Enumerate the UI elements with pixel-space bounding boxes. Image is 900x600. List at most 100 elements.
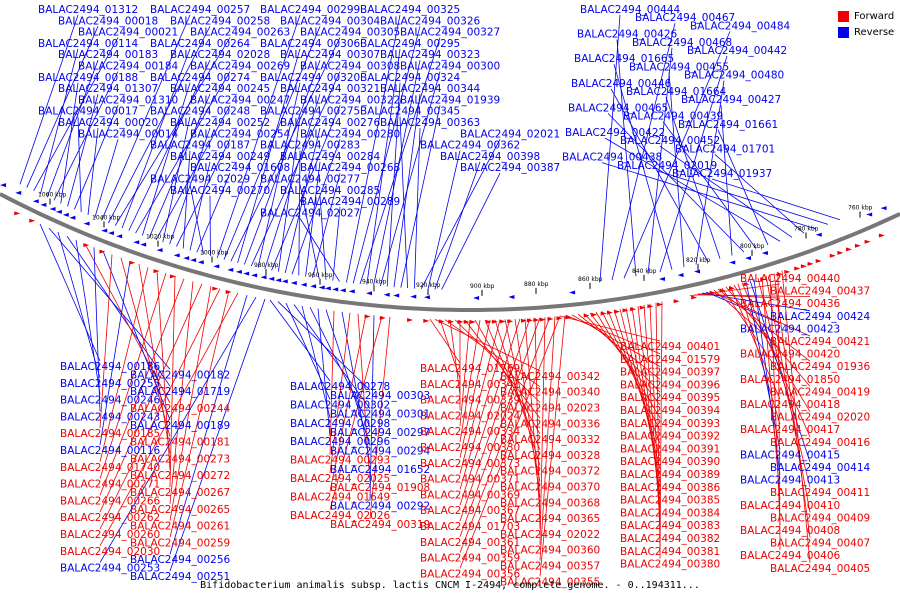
gene-label: BALAC2494_00295: [360, 38, 460, 50]
gene-label: BALAC2494_00455: [629, 61, 729, 73]
gene-leader: [169, 294, 248, 555]
gene-leader: [749, 280, 811, 463]
reverse-gene-arrow: [268, 276, 275, 281]
gene-leader: [420, 139, 501, 290]
gene-label: BALAC2494_02028: [170, 49, 270, 61]
gene-label: BALAC2494_00439: [623, 111, 723, 123]
reverse-gene-arrow: [880, 206, 887, 211]
gene-label: BALAC2494_00480: [684, 70, 784, 82]
gene-leader: [459, 319, 471, 427]
gene-leader: [299, 184, 320, 279]
gene-label: BALAC2494_01307: [58, 83, 158, 95]
gene-label: BALAC2494_00467: [635, 12, 735, 24]
gene-label: BALAC2494_00365: [500, 513, 600, 525]
gene-label: BALAC2494_00325: [360, 4, 460, 16]
reverse-gene-arrow: [815, 232, 822, 237]
gene-label: BALAC2494_00334: [420, 426, 521, 438]
gene-label: BALAC2494_00021: [78, 27, 178, 39]
gene-leader: [745, 281, 781, 450]
reverse-gene-arrow: [383, 292, 390, 297]
gene-label: BALAC2494_00389: [620, 469, 720, 481]
forward-gene-arrow: [129, 260, 136, 265]
gene-leader: [369, 315, 375, 501]
gene-label: BALAC2494_00262: [60, 512, 160, 524]
gene-label: BALAC2494_00357: [500, 561, 600, 573]
forward-gene-arrow: [469, 319, 476, 324]
forward-gene-arrow: [379, 315, 386, 320]
scale-tick-label: 980 kbp: [254, 262, 279, 269]
gene-label: BALAC2494_01769: [420, 363, 520, 375]
gene-leader: [237, 48, 301, 264]
gene-leader: [649, 303, 661, 534]
gene-leader: [665, 96, 721, 259]
gene-leader: [99, 278, 185, 496]
scale-tick-label: 940 kbp: [362, 278, 387, 285]
forward-gene-arrow: [728, 286, 735, 291]
forward-gene-arrow: [784, 269, 791, 274]
gene-leader: [93, 247, 101, 412]
gene-label: BALAC2494_01701: [675, 143, 775, 155]
reverse-gene-arrow: [260, 275, 267, 280]
gene-leader: [459, 319, 491, 458]
forward-gene-arrow: [776, 272, 783, 277]
reverse-gene-arrow: [761, 251, 768, 256]
gene-leader: [643, 304, 661, 521]
gene-leader: [257, 82, 301, 268]
gene-label: BALAC2494_00284: [280, 151, 381, 163]
gene-leader: [601, 311, 661, 431]
gene-label: BALAC2494_00424: [770, 311, 871, 323]
scale-tick-label: 900 kbp: [470, 283, 495, 290]
gene-leader: [352, 26, 421, 284]
forward-gene-arrow: [878, 233, 885, 238]
reverse-gene-arrow: [508, 295, 515, 300]
gene-leader: [601, 162, 817, 230]
reverse-gene-arrow: [156, 248, 163, 253]
gene-label: BALAC2494_02027: [260, 207, 360, 219]
gene-label: BALAC2494_01310: [78, 94, 178, 106]
reverse-gene-arrow: [140, 242, 147, 247]
forward-gene-arrow: [438, 319, 445, 324]
gene-label: BALAC2494_00243: [60, 411, 160, 423]
reverse-gene-arrow: [300, 282, 307, 287]
gene-leader: [619, 308, 661, 470]
gene-label: BALAC2494_01719: [130, 386, 230, 398]
forward-gene-arrow: [837, 250, 844, 255]
gene-label: BALAC2494_00319: [330, 519, 430, 531]
reverse-gene-arrow: [183, 256, 190, 261]
reverse-swatch: [838, 26, 849, 38]
gene-label: BALAC2494_00259: [130, 537, 230, 549]
reverse-gene-arrow: [116, 234, 123, 239]
gene-leader: [19, 14, 79, 185]
gene-leader: [264, 93, 321, 270]
gene-leader: [393, 94, 421, 288]
gene-label: BALAC2494_00330: [420, 442, 520, 454]
gene-label: BALAC2494_00116: [60, 445, 161, 457]
gene-leader: [121, 48, 191, 229]
gene-label: BALAC2494_00188: [38, 72, 138, 84]
gene-leader: [414, 127, 421, 289]
reverse-gene-arrow: [0, 183, 6, 188]
gene-leader: [659, 55, 728, 273]
gene-leader: [400, 105, 441, 288]
gene-label: BALAC2494_00418: [740, 399, 840, 411]
gene-leader: [169, 281, 194, 504]
gene-label: BALAC2494_00437: [770, 286, 870, 298]
scale-tick-label: 780 kbp: [794, 225, 819, 232]
gene-leader: [60, 82, 79, 204]
gene-label: BALAC2494_00426: [577, 29, 678, 41]
gene-leader: [729, 285, 781, 400]
gene-leader: [329, 314, 367, 492]
gene-label: BALAC2494_00372: [500, 466, 600, 478]
reverse-gene-arrow: [83, 221, 90, 226]
legend-forward: Forward: [838, 8, 894, 24]
gene-arrows: [0, 183, 887, 324]
gene-label: BALAC2494_00324: [360, 72, 461, 84]
reverse-gene-arrow: [366, 291, 373, 296]
gene-label: BALAC2494_00182: [130, 369, 230, 381]
gene-label: BALAC2494_00401: [620, 341, 720, 353]
forward-gene-arrow: [614, 309, 621, 314]
gene-label: BALAC2494_00395: [620, 392, 720, 404]
gene-leader: [169, 298, 266, 572]
gene-leader: [695, 80, 725, 265]
gene-label: BALAC2494_00278: [290, 381, 390, 393]
